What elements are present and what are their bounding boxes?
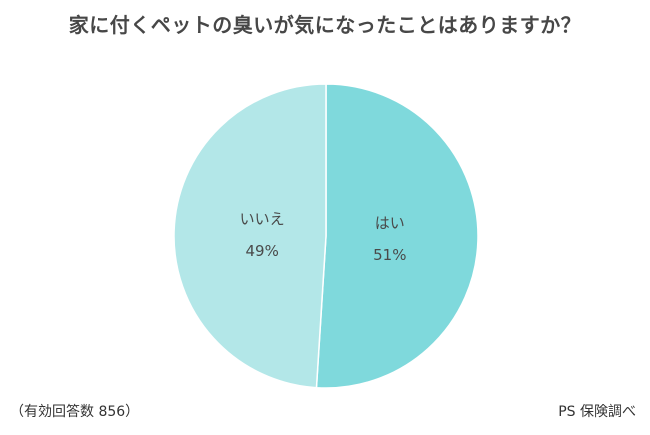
slice-value-0: 51% (373, 246, 406, 264)
slice-value-1: 49% (246, 242, 279, 260)
sample-size-note: （有効回答数 856） (10, 404, 140, 420)
slice-label-1: いいえ (240, 210, 285, 228)
chart-title: 家に付くペットの臭いが気になったことはありますか？ (68, 13, 582, 37)
pie-slice-1 (173, 83, 327, 389)
source-note: PS 保険調べ (558, 404, 636, 420)
slice-label-0: はい (375, 214, 405, 232)
pie-slice-0 (315, 83, 479, 389)
